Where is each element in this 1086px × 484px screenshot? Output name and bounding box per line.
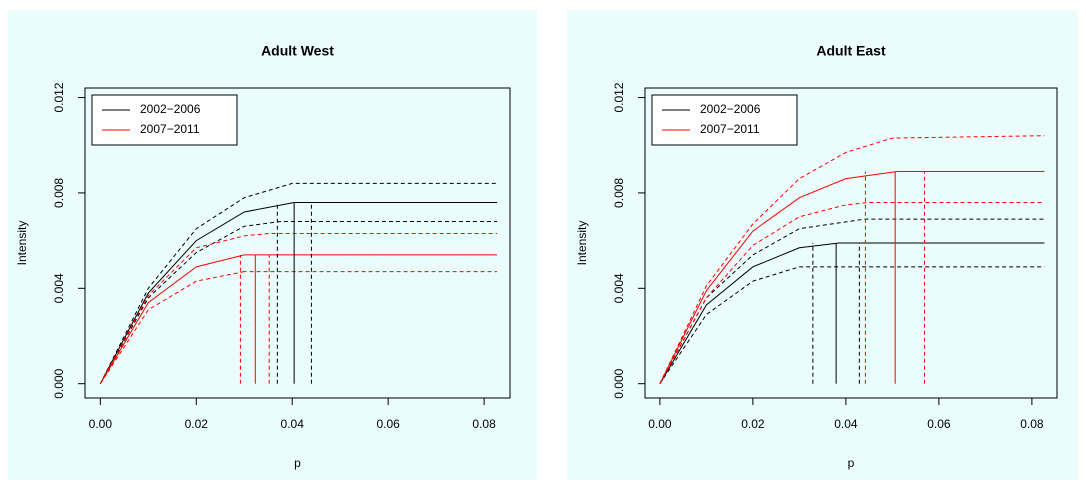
legend-label: 2002−2006 <box>140 102 201 116</box>
x-axis-label: p <box>294 456 301 470</box>
series-line <box>659 135 1045 384</box>
y-axis-label: Intensity <box>575 221 589 266</box>
legend-label: 2007−2011 <box>700 122 760 136</box>
x-tick-label: 0.04 <box>834 417 858 431</box>
y-tick-label: 0.000 <box>52 368 66 398</box>
panel-background <box>8 10 537 480</box>
legend-box <box>91 94 238 146</box>
plot-box <box>84 87 511 399</box>
legend-label: 2007−2011 <box>140 122 200 136</box>
y-tick-label: 0.012 <box>612 82 626 112</box>
x-tick-label: 0.02 <box>741 417 765 431</box>
series-line <box>659 170 1045 384</box>
x-axis-label: p <box>848 456 855 470</box>
chart-title: Adult East <box>816 43 886 59</box>
y-tick-label: 0.012 <box>52 82 66 112</box>
series-line <box>99 271 498 384</box>
y-tick-label: 0.000 <box>612 368 626 398</box>
x-tick-label: 0.08 <box>1020 417 1044 431</box>
series-line <box>659 266 1045 384</box>
x-tick-label: 0.00 <box>648 417 672 431</box>
series-line <box>99 232 498 384</box>
series-line <box>659 242 1045 384</box>
series-line <box>99 254 498 384</box>
x-tick-label: 0.04 <box>281 417 305 431</box>
series-line <box>99 182 498 384</box>
x-tick-label: 0.00 <box>89 417 113 431</box>
y-tick-label: 0.008 <box>52 178 66 208</box>
legend-label: 2002−2006 <box>700 102 761 116</box>
x-tick-label: 0.06 <box>927 417 951 431</box>
y-tick-label: 0.004 <box>52 273 66 303</box>
x-tick-label: 0.06 <box>376 417 400 431</box>
chart-title: Adult West <box>261 43 334 59</box>
y-tick-label: 0.008 <box>612 178 626 208</box>
series-line <box>99 201 498 384</box>
x-tick-label: 0.08 <box>472 417 496 431</box>
x-tick-label: 0.02 <box>185 417 209 431</box>
series-line <box>659 218 1045 384</box>
plot-box <box>644 87 1058 399</box>
legend-box <box>651 94 798 146</box>
series-line <box>99 221 498 384</box>
y-tick-label: 0.004 <box>612 273 626 303</box>
y-axis-label: Intensity <box>15 221 29 266</box>
